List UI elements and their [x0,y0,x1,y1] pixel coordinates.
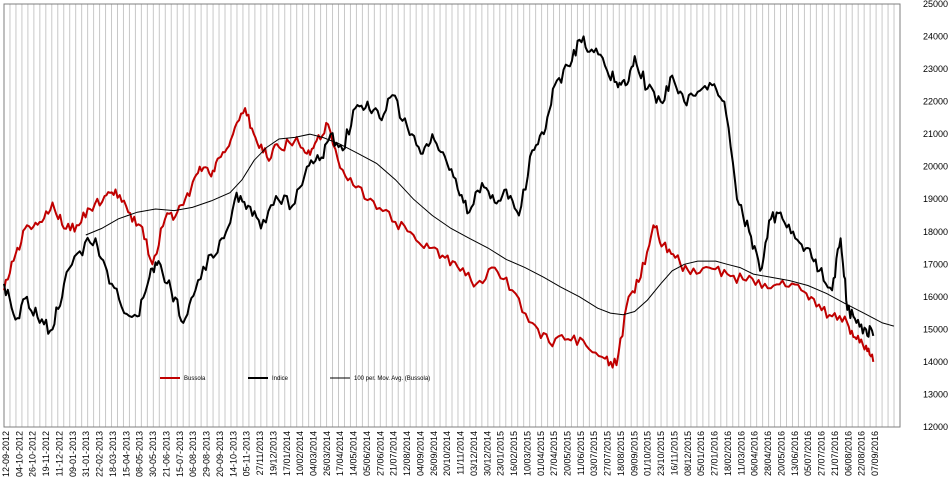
x-tick-label: 23/01/2015 [496,431,506,476]
x-tick-label: 26/03/2014 [322,431,332,476]
x-tick-label: 03/07/2015 [589,431,599,476]
x-tick-label: 11/06/2015 [576,431,586,475]
x-tick-label: 06/04/2016 [750,431,760,476]
y-tick-label: 17000 [923,259,948,269]
x-tick-label: 20/10/2014 [442,431,452,476]
x-tick-label: 27/01/2016 [710,431,720,476]
y-tick-label: 18000 [923,227,948,237]
plot-area-border [3,3,901,428]
x-tick-label: 14/05/2014 [349,431,359,476]
y-tick-label: 24000 [923,32,948,42]
x-tick-label: 05-11-2013 [242,431,252,476]
x-tick-label: 18-03-2013 [108,431,118,477]
x-tick-label: 04/09/2014 [415,431,425,476]
x-tick-label: 17/04/2014 [335,431,345,476]
x-tick-label: 27/11/2013 [255,431,265,475]
x-tick-label: 10/03/2015 [522,431,532,476]
x-tick-label: 12/08/2014 [402,431,412,476]
x-tick-label: 23/10/2015 [656,431,666,476]
x-tick-label: 21/07/2014 [389,431,399,476]
x-tick-label: 27/07/2016 [817,431,827,476]
x-tick-label: 27/07/2015 [603,431,613,476]
x-tick-label: 03/12/2014 [469,431,479,476]
series-line-indice [3,35,875,338]
series-line-bussola [3,107,875,369]
series-layer [3,35,895,369]
x-tick-label: 05/01/2016 [696,431,706,476]
x-tick-label: 22/08/2016 [857,431,867,476]
y-tick-label: 23000 [923,64,948,74]
x-tick-label: 27/04/2015 [549,431,559,476]
x-tick-label: 17/01/2014 [282,431,292,476]
x-tick-label: 14-10-2013 [228,431,238,477]
x-tick-label: 13/06/2016 [790,431,800,476]
x-tick-label: 30-05-2013 [148,431,158,477]
x-tick-label: 21/07/2016 [830,431,840,476]
x-tick-label: 11/03/2016 [736,431,746,475]
y-tick-label: 15000 [923,324,948,334]
x-tick-label: 29-08-2013 [202,431,212,477]
x-tick-label: 01/04/2015 [536,431,546,476]
x-tick-label: 06/08/2016 [843,431,853,476]
x-tick-label: 20/05/2016 [776,431,786,476]
y-tick-label: 14000 [923,357,948,367]
y-tick-label: 19000 [923,194,948,204]
x-tick-label: 09-01-2013 [68,431,78,477]
x-tick-label: 26-10-2012 [28,431,38,477]
x-tick-label: 04-10-2012 [14,431,24,477]
y-tick-label: 12000 [923,422,948,432]
x-tick-label: 06-08-2013 [188,431,198,477]
x-tick-label: 19-11-2012 [41,431,51,476]
x-tick-label: 30/12/2014 [482,431,492,476]
x-tick-label: 16/02/2015 [509,431,519,476]
x-tick-label: 04/03/2014 [308,431,318,476]
y-tick-label: 22000 [923,97,948,107]
legend-label-bussola: Bussola [184,376,206,382]
x-tick-label: 11-12-2012 [54,431,64,476]
x-tick-label: 05/07/2016 [803,431,813,476]
x-tick-label: 20-09-2013 [215,431,225,477]
y-axis-tick-labels: 12000 13000 14000 15000 16000 17000 18000 19000… [923,0,948,432]
x-tick-label: 26/09/2014 [429,431,439,476]
legend-label-moving-average: 100 per. Mov. Avg. (Bussola) [354,376,430,382]
legend-label-indice: Indice [272,376,289,382]
x-tick-label: 11/11/2014 [456,431,466,475]
series-line-moving-average [85,133,895,327]
x-tick-label: 12-09-2012 [1,431,11,477]
x-tick-label: 16/11/2015 [669,431,679,475]
x-tick-label: 18/08/2015 [616,431,626,476]
x-tick-label: 18/02/2016 [723,431,733,476]
y-tick-label: 25000 [923,0,948,9]
x-tick-label: 07/09/2016 [870,431,880,476]
x-tick-label: 08/12/2015 [683,431,693,476]
x-tick-label: 15-07-2013 [175,431,185,477]
y-tick-label: 20000 [923,162,948,172]
x-tick-label: 20/05/2015 [563,431,573,476]
x-tick-label: 22-02-2013 [95,431,105,477]
x-tick-label: 27/06/2014 [375,431,385,476]
x-tick-label: 31-01-2013 [81,431,91,477]
x-tick-label: 10/02/2014 [295,431,305,476]
x-tick-label: 09/09/2015 [629,431,639,476]
x-tick-label: 19/12/2013 [268,431,278,476]
x-tick-label: 05/06/2014 [362,431,372,476]
x-tick-label: 01/10/2015 [643,431,653,476]
legend: Bussola Indice 100 per. Mov. Avg. (Busso… [160,376,430,382]
x-tick-label: 28/04/2016 [763,431,773,476]
x-axis-tick-labels: 12-09-2012 04-10-2012 26-10-2012 19-11-2012… [1,431,880,477]
x-tick-label: 15-04-2013 [121,431,131,477]
y-tick-label: 16000 [923,292,948,302]
vertical-gridlines [9,4,895,427]
x-tick-label: 08-05-2013 [135,431,145,477]
x-tick-label: 21-06-2013 [161,431,171,477]
y-tick-label: 21000 [923,129,948,139]
y-tick-label: 13000 [923,389,948,399]
